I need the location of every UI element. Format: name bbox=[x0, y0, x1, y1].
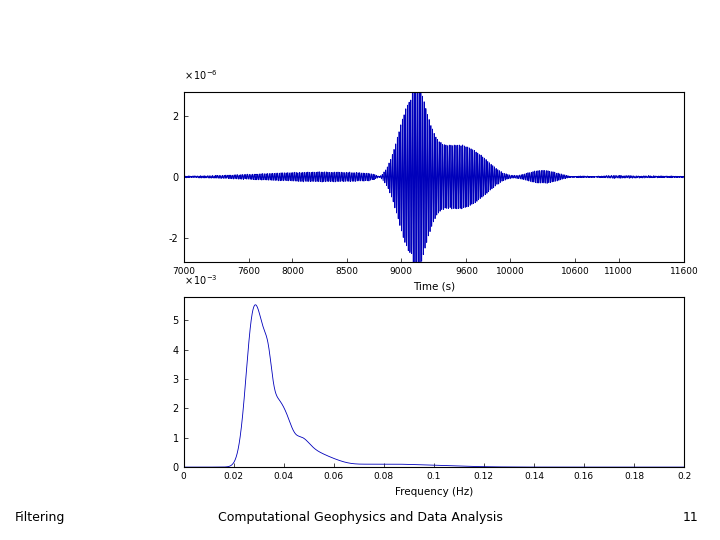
Text: 11: 11 bbox=[683, 511, 698, 524]
Text: $\times\,10^{-6}$: $\times\,10^{-6}$ bbox=[184, 68, 217, 82]
X-axis label: Time (s): Time (s) bbox=[413, 281, 455, 291]
Text: Band-pass filter: Band-pass filter bbox=[235, 20, 485, 48]
Text: Filtering: Filtering bbox=[14, 511, 65, 524]
X-axis label: Frequency (Hz): Frequency (Hz) bbox=[395, 487, 473, 496]
Text: Computational Geophysics and Data Analysis: Computational Geophysics and Data Analys… bbox=[217, 511, 503, 524]
Text: $\times\,10^{-3}$: $\times\,10^{-3}$ bbox=[184, 273, 217, 287]
